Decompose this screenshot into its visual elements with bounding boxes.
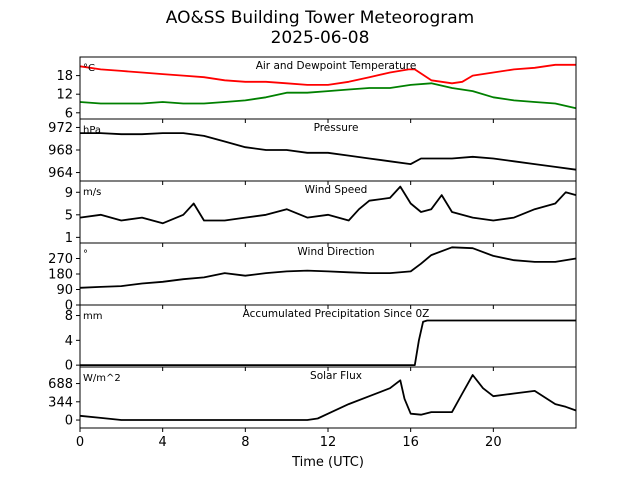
- y-tick-label-2-3: 972: [48, 121, 73, 136]
- chart-title: AO&SS Building Tower Meteorogram: [165, 8, 475, 28]
- panel-title-6: Solar Flux: [310, 370, 362, 382]
- x-tick-label-1: 0: [76, 435, 84, 450]
- x-tick-label-3: 8: [241, 435, 249, 450]
- y-tick-label-6-1: 0: [65, 414, 73, 429]
- series-line-2-1: [80, 132, 577, 171]
- panel-title-4: Wind Direction: [297, 246, 374, 258]
- y-tick-label-1-2: 12: [56, 88, 73, 103]
- y-tick-label-3-3: 9: [65, 186, 73, 201]
- series-line-5-1: [80, 319, 576, 367]
- x-tick-label-2: 4: [159, 435, 167, 450]
- y-tick-label-4-1: 0: [65, 299, 73, 314]
- y-tick-label-6-3: 688: [48, 377, 73, 392]
- unit-label-1: °C: [83, 63, 95, 74]
- chart-subtitle: 2025-06-08: [270, 28, 370, 48]
- unit-label-3: m/s: [83, 187, 101, 198]
- series-line-6-1: [79, 374, 577, 421]
- x-tick-label-6: 20: [485, 435, 502, 450]
- x-axis-label: Time (UTC): [291, 455, 364, 470]
- panel-title-3: Wind Speed: [305, 184, 368, 196]
- unit-label-6: W/m^2: [83, 373, 121, 384]
- unit-label-5: mm: [83, 311, 102, 322]
- panel-title-1: Air and Dewpoint Temperature: [256, 60, 417, 72]
- y-tick-label-5-2: 4: [65, 334, 73, 349]
- x-tick-label-5: 16: [402, 435, 419, 450]
- series-line-4-1: [79, 246, 577, 289]
- series-line-1-2: [79, 82, 577, 110]
- y-tick-label-5-3: 8: [65, 309, 73, 324]
- unit-label-2: hPa: [83, 125, 101, 136]
- y-tick-label-4-4: 270: [48, 252, 73, 267]
- panel-title-5: Accumulated Precipitation Since 0Z: [243, 308, 430, 320]
- y-tick-label-3-1: 1: [65, 231, 73, 246]
- y-tick-label-4-3: 180: [48, 268, 73, 283]
- y-tick-label-4-2: 90: [56, 283, 73, 298]
- y-tick-label-1-1: 6: [65, 106, 73, 121]
- y-tick-label-6-2: 344: [48, 395, 73, 410]
- y-tick-label-2-1: 964: [48, 166, 73, 181]
- series-line-3-1: [79, 185, 577, 225]
- series-line-1-1: [79, 63, 576, 86]
- y-tick-label-2-2: 968: [48, 144, 73, 159]
- y-tick-label-5-1: 0: [65, 359, 73, 374]
- panel-title-2: Pressure: [314, 122, 359, 134]
- y-tick-label-3-2: 5: [65, 208, 73, 223]
- x-tick-label-4: 12: [320, 435, 337, 450]
- y-tick-label-1-3: 18: [56, 69, 73, 84]
- unit-label-4: °: [83, 249, 88, 260]
